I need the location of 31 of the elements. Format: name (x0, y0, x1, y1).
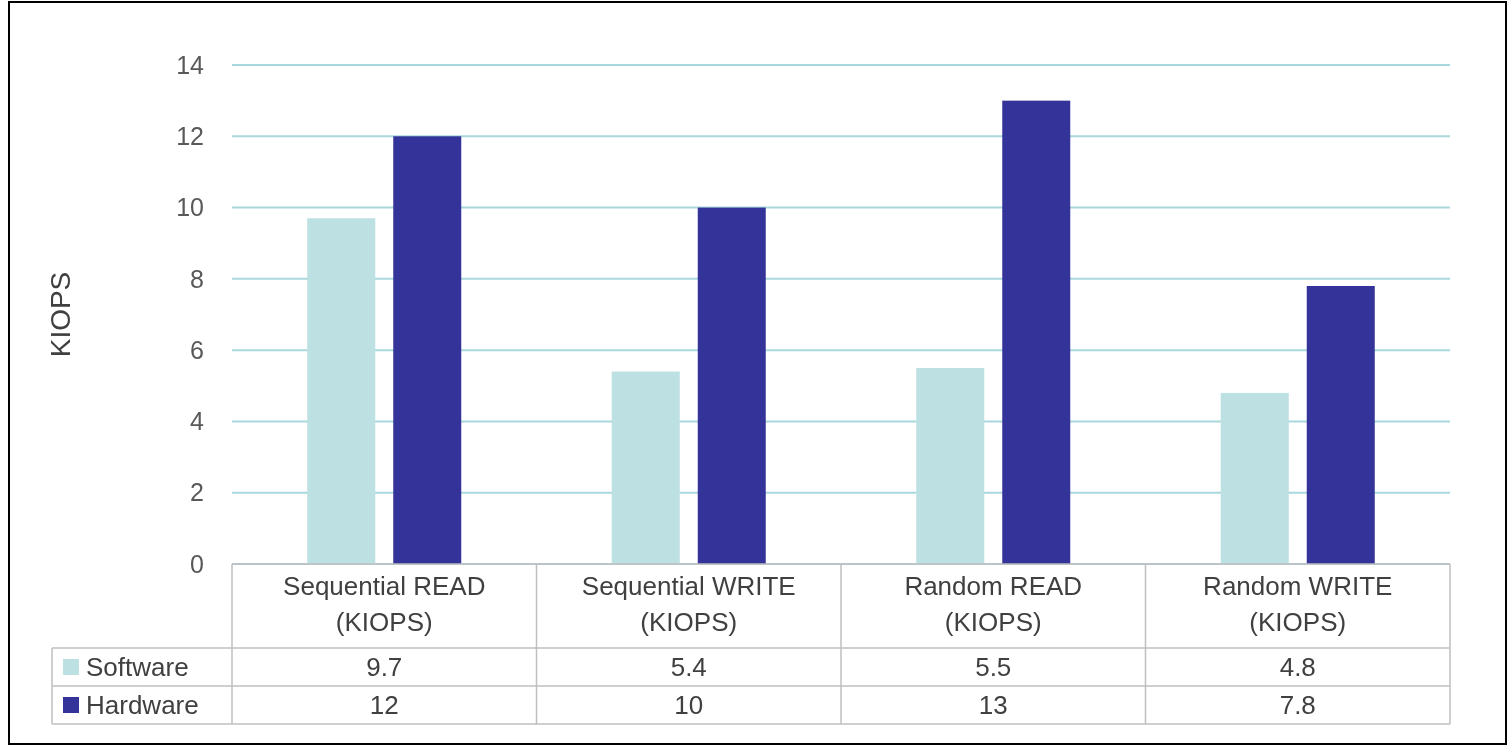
data-label: 10 (674, 690, 704, 721)
x-tick-label: Sequential READ (KIOPS) (283, 571, 486, 637)
data-label: 13 (978, 690, 1008, 721)
bar (916, 367, 985, 564)
y-tick-label: 12 (176, 122, 204, 151)
data-label: 5.4 (670, 652, 707, 683)
data-label: 12 (369, 690, 399, 721)
x-tick-label: Random WRITE (KIOPS) (1203, 571, 1393, 637)
bar (307, 218, 376, 564)
y-tick-label: 14 (176, 50, 205, 79)
bar (1220, 392, 1289, 564)
bar (1306, 285, 1375, 564)
data-label: 5.5 (975, 652, 1012, 683)
x-tick-label: Random READ (KIOPS) (904, 571, 1083, 637)
y-tick-label: 10 (176, 193, 204, 222)
legend-label: Hardware (86, 690, 199, 721)
data-label: 4.8 (1279, 652, 1316, 683)
data-label: 7.8 (1279, 690, 1316, 721)
y-tick-label: 0 (190, 549, 204, 578)
y-tick-label: 8 (190, 264, 204, 293)
data-label: 9.7 (366, 652, 403, 683)
y-axis-title: KIOPS (45, 271, 76, 358)
bar (611, 371, 680, 564)
x-tick-label: Sequential WRITE (KIOPS) (581, 571, 796, 637)
y-tick-label: 4 (190, 407, 205, 436)
y-tick-label: 2 (190, 478, 204, 507)
bar (697, 207, 766, 564)
bar (1002, 100, 1071, 564)
legend-label: Software (86, 652, 189, 683)
bar (393, 136, 462, 564)
y-tick-label: 6 (190, 335, 204, 364)
